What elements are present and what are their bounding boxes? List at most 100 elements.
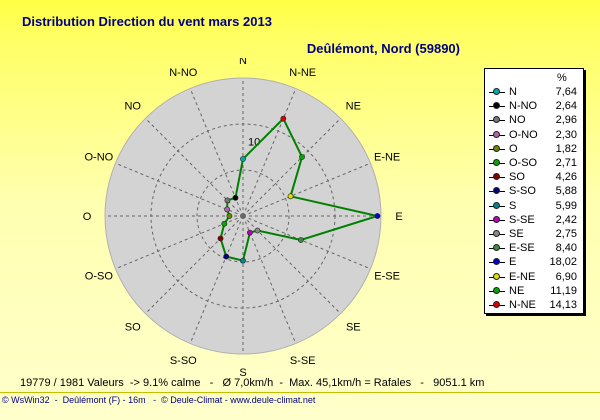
direction-label: E — [395, 211, 402, 223]
legend-item: N 7,64 — [485, 86, 583, 100]
data-point-o-so — [221, 220, 228, 227]
legend-marker — [493, 230, 500, 237]
legend-marker — [493, 272, 500, 280]
grid-spoke — [242, 88, 297, 217]
grid-spoke — [242, 118, 341, 217]
legend-value: 4,26 — [555, 171, 577, 184]
data-point-no — [224, 197, 231, 204]
data-point-o — [226, 213, 233, 219]
legend-value: 1,82 — [555, 142, 577, 155]
legend-value: 8,40 — [555, 242, 577, 255]
legend-item: E-NE 6,90 — [485, 271, 583, 285]
legend-value: 2,96 — [555, 114, 577, 127]
grid-spoke — [242, 215, 297, 344]
legend-label: SO — [509, 171, 525, 184]
legend-marker — [493, 159, 500, 166]
grid-spoke — [242, 215, 371, 270]
legend-marker — [493, 286, 500, 294]
legend-label: O-NO — [509, 128, 538, 141]
direction-label: S-SE — [290, 355, 316, 367]
legend-label: E — [509, 256, 517, 269]
legend-label: N-NO — [509, 100, 538, 113]
data-point-s-se — [247, 229, 253, 236]
legend-marker — [493, 187, 500, 195]
legend-item: NE 11,19 — [485, 285, 583, 299]
legend-value: 18,02 — [549, 256, 577, 269]
direction-label: S-SO — [170, 355, 197, 367]
direction-label: N-NE — [289, 67, 316, 79]
grid-spoke — [242, 162, 371, 217]
legend-item: E-SE 8,40 — [485, 242, 583, 256]
legend-value: 2,30 — [555, 128, 577, 141]
legend-value: 11,19 — [550, 284, 577, 297]
legend-header: % — [557, 72, 567, 84]
legend-item: N-NE 14,13 — [485, 299, 583, 313]
data-point-s — [240, 257, 246, 264]
direction-label: SE — [346, 321, 361, 333]
direction-label: O — [83, 211, 92, 223]
grid-spoke — [115, 215, 244, 270]
legend-label: SE — [509, 228, 524, 240]
legend-marker — [493, 102, 500, 110]
data-point-s-so — [223, 253, 230, 260]
footer-divider — [0, 392, 600, 393]
legend-item: O-NO 2,30 — [485, 129, 583, 143]
footer-stats: 19779 / 1981 Valeurs -> 9.1% calme - Ø 7… — [20, 377, 485, 389]
legend-marker — [493, 173, 500, 181]
legend-label: E-NE — [509, 270, 536, 283]
data-point-so — [217, 235, 224, 242]
legend-value: 5,88 — [555, 185, 577, 198]
legend-value: 5,99 — [555, 199, 577, 212]
direction-label: E-NE — [374, 151, 400, 163]
legend-label: S-SE — [509, 213, 535, 226]
legend-item: SO 4,26 — [485, 171, 583, 185]
direction-label: NO — [124, 101, 141, 113]
data-point-o-no — [224, 206, 231, 213]
data-point-ne — [299, 154, 305, 160]
legend-label: NO — [509, 114, 526, 127]
chart-subtitle: Deûlémont, Nord (59890) — [306, 41, 460, 56]
legend-value: 2,71 — [555, 157, 577, 169]
direction-label: NE — [346, 101, 361, 113]
grid-spoke — [189, 88, 244, 217]
legend-item: E 18,02 — [485, 256, 583, 270]
legend-label: O-SO — [509, 157, 538, 169]
legend-item: O-SO 2,71 — [485, 157, 583, 171]
legend: % N 7,64 N-NO 2,64 NO 2,96 O-NO 2,30 O 1,82 O-SO 2,… — [484, 68, 584, 314]
direction-label: O-NO — [85, 151, 114, 163]
legend-label: S — [509, 199, 517, 212]
legend-marker — [493, 244, 500, 252]
legend-label: S-SO — [509, 185, 536, 198]
wind-rose: N N-NE NE E-NE E E-SE SE S-SE S S-SO SO O-SO O O-NO NO… — [83, 58, 403, 379]
legend-item: O 1,82 — [485, 143, 583, 157]
direction-label: N-NO — [169, 67, 198, 79]
legend-marker — [493, 215, 500, 223]
direction-label: E-SE — [374, 271, 400, 283]
direction-label: S — [239, 367, 246, 379]
legend-label: E-SE — [509, 242, 535, 255]
legend-value: 6,90 — [555, 270, 577, 283]
legend-label: N-NE — [509, 299, 536, 311]
data-point-n — [240, 156, 246, 162]
legend-marker — [493, 88, 500, 95]
direction-label: O-SO — [85, 271, 114, 283]
chart-title: Distribution Direction du vent mars 2013 — [22, 14, 272, 29]
legend-value: 2,64 — [555, 100, 577, 113]
data-point-e-se — [297, 237, 304, 243]
legend-item: NO 2,96 — [485, 114, 583, 128]
legend-marker — [493, 301, 500, 308]
legend-item: S-SE 2,42 — [485, 214, 583, 228]
legend-item: SE 2,75 — [485, 228, 583, 242]
data-point-se — [254, 227, 261, 234]
legend-label: N — [509, 86, 517, 98]
legend-value: 7,64 — [555, 86, 577, 98]
grid-spoke — [189, 215, 244, 344]
data-point-e — [374, 213, 381, 219]
direction-label: SO — [125, 321, 141, 333]
legend-label: NE — [509, 284, 525, 297]
legend-marker — [493, 258, 500, 266]
legend-item: S 5,99 — [485, 200, 583, 214]
data-point-e-ne — [287, 193, 294, 200]
legend-marker — [493, 116, 500, 124]
legend-item: N-NO 2,64 — [485, 100, 583, 114]
